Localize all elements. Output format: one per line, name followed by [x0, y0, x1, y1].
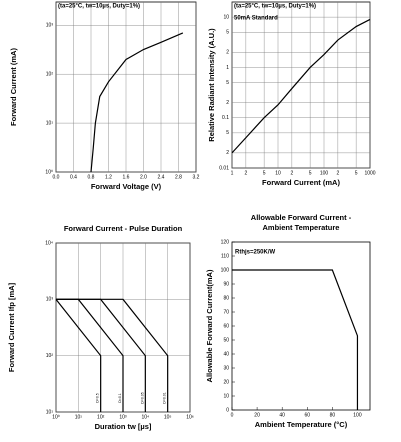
x-tick-label: 2.8	[175, 174, 182, 180]
x-tick-label: 10⁶	[186, 414, 194, 420]
y-tick-label: 0.01	[219, 165, 229, 171]
x-tick-label: 10⁰	[52, 414, 60, 420]
y-axis-title: Forward Current (mA)	[9, 48, 18, 126]
y-tick-label: 40	[223, 351, 229, 357]
x-tick-label: 1.2	[105, 174, 112, 180]
series-label: D=0.05	[140, 392, 144, 403]
x-tick-label: 0	[231, 412, 234, 418]
x-tick-label: 10²	[97, 414, 105, 420]
x-axis-title: Ambient Temperature (°C)	[255, 420, 348, 429]
y-tick-label: 5	[226, 130, 229, 136]
x-tick-label: 2.0	[140, 174, 147, 180]
x-tick-label: 0.4	[70, 174, 77, 180]
series-line	[55, 298, 102, 412]
y-tick-label: 70	[223, 309, 229, 315]
y-tick-label: 10¹	[46, 409, 54, 415]
y-tick-label: 120	[221, 239, 230, 245]
chart-title: Allowable Forward Current -	[251, 213, 352, 222]
x-tick-label: 1	[231, 170, 234, 176]
y-tick-label: 50	[223, 337, 229, 343]
x-axis-title: Forward Voltage (V)	[91, 182, 162, 191]
x-tick-label: 20	[254, 412, 260, 418]
x-tick-label: 3.2	[193, 174, 200, 180]
y-tick-label: 110	[221, 253, 229, 259]
y-axis-title: Allowable Forward Current(mA)	[205, 269, 214, 382]
y-tick-label: 10⁴	[45, 240, 53, 246]
y-tick-label: 10²	[46, 72, 54, 78]
y-tick-label: 5	[226, 80, 229, 86]
x-tick-label: 40	[279, 412, 285, 418]
x-tick-label: 10	[275, 170, 281, 176]
x-tick-label: 60	[304, 412, 310, 418]
annotation: Rthjs=250K/W	[235, 250, 276, 256]
y-tick-label: 10⁰	[45, 169, 53, 175]
x-tick-label: 1.6	[123, 174, 130, 180]
y-tick-label: 10	[223, 14, 229, 20]
x-tick-label: 2	[290, 170, 293, 176]
y-tick-label: 2	[226, 50, 229, 56]
x-tick-label: 0.0	[53, 174, 60, 180]
plot-area	[231, 241, 371, 411]
y-tick-label: 10¹	[46, 120, 54, 126]
annotation: (ta=25°C, tw=10µs, Duty=1%)	[234, 4, 316, 10]
series-line	[232, 269, 359, 410]
chart-title: Forward Current - Pulse Duration	[64, 224, 183, 233]
y-tick-label: 2	[226, 100, 229, 106]
y-tick-label: 0	[226, 407, 229, 413]
y-tick-label: 90	[223, 281, 229, 287]
series-line	[90, 32, 184, 173]
annotation: (ta=25°C, tw=10µs, Duty=1%)	[58, 4, 140, 10]
x-tick-label: 10³	[119, 414, 127, 420]
y-tick-label: 10³	[46, 23, 54, 29]
x-tick-label: 80	[330, 412, 336, 418]
y-tick-label: 60	[223, 323, 229, 329]
y-tick-label: 100	[221, 267, 230, 273]
series-label: D=0.5	[96, 393, 100, 402]
x-tick-label: 2.4	[158, 174, 165, 180]
annotation: 50mA Standard	[234, 16, 278, 22]
y-tick-label: 10³	[46, 297, 54, 303]
x-tick-label: 5	[309, 170, 312, 176]
x-tick-label: 100	[320, 170, 329, 176]
x-tick-label: 10⁴	[141, 414, 149, 420]
x-tick-label: 10¹	[75, 414, 83, 420]
y-tick-label: 30	[223, 365, 229, 371]
x-tick-label: 5	[355, 170, 358, 176]
series-label: D=0.01	[163, 392, 167, 403]
y-tick-label: 5	[226, 30, 229, 36]
y-tick-label: 10	[223, 393, 229, 399]
y-tick-label: 10²	[46, 353, 54, 359]
series-line	[231, 18, 371, 154]
y-tick-label: 0.1	[222, 115, 229, 121]
x-tick-label: 10⁵	[164, 414, 172, 420]
x-axis-title: Duration tw [µs]	[95, 422, 152, 431]
x-tick-label: 0.8	[88, 174, 95, 180]
x-tick-label: 2	[336, 170, 339, 176]
x-tick-label: 2	[244, 170, 247, 176]
plot-area	[231, 1, 371, 169]
y-tick-label: 1	[226, 65, 229, 71]
x-tick-label: 1000	[364, 170, 375, 176]
x-tick-label: 5	[263, 170, 266, 176]
y-tick-label: 20	[223, 379, 229, 385]
series-label: D=0.1	[118, 393, 122, 402]
y-axis-title: Forward Current Ifp [mA]	[7, 282, 16, 372]
chart-title: Ambient Temperature	[263, 223, 340, 232]
y-tick-label: 2	[226, 150, 229, 156]
x-tick-label: 100	[353, 412, 362, 418]
y-axis-title: Relative Radiant Intensity (A.U.)	[207, 28, 216, 142]
series-line	[56, 298, 169, 412]
y-tick-label: 80	[223, 295, 229, 301]
x-axis-title: Forward Current (mA)	[262, 178, 340, 187]
